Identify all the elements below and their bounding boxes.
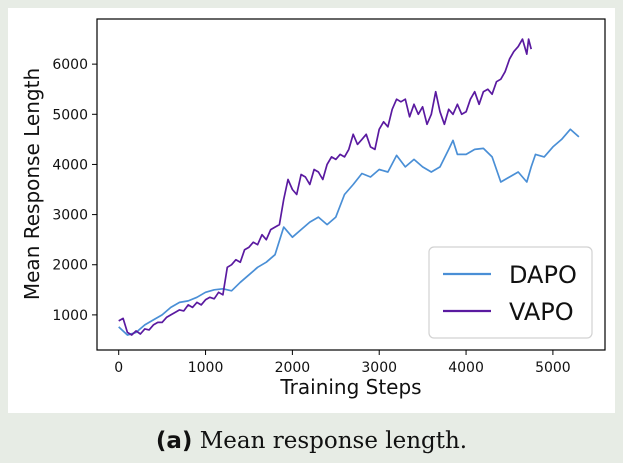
axes-frame (96, 18, 606, 351)
legend: DAPO VAPO (428, 246, 593, 339)
y-tick-label: 4000 (52, 157, 88, 173)
x-axis-label: Training Steps (279, 375, 421, 399)
caption-label: (a) (155, 428, 193, 454)
legend-label-vapo: VAPO (509, 298, 574, 326)
x-tick-label: 2000 (275, 360, 311, 376)
series-lines (118, 38, 580, 336)
caption-text: Mean response length. (199, 428, 468, 454)
y-tick-label: 3000 (52, 208, 88, 224)
series-line-dapo (118, 128, 580, 336)
line-chart: 0 1000 2000 3000 4000 5000 1000 2000 3000 4000 50… (20, 18, 606, 399)
figure-caption: (a) Mean response length. (0, 428, 623, 454)
y-tick-label: 2000 (52, 258, 88, 274)
plot-panel: 0 1000 2000 3000 4000 5000 1000 2000 3000 4000 50… (8, 8, 615, 413)
legend-box (428, 246, 593, 339)
y-tick-label: 1000 (52, 308, 88, 324)
x-tick-label: 1000 (188, 360, 224, 376)
x-axis-ticks: 0 1000 2000 3000 4000 5000 (114, 350, 571, 376)
y-tick-label: 6000 (52, 57, 88, 73)
legend-label-dapo: DAPO (509, 261, 577, 289)
y-axis-ticks: 1000 2000 3000 4000 5000 6000 (52, 57, 97, 324)
x-tick-label: 4000 (448, 360, 484, 376)
y-axis-label: Mean Response Length (20, 68, 44, 300)
x-tick-label: 3000 (361, 360, 397, 376)
x-tick-label: 0 (114, 360, 123, 376)
x-tick-label: 5000 (535, 360, 571, 376)
y-tick-label: 5000 (52, 107, 88, 123)
series-line-vapo (118, 38, 533, 336)
